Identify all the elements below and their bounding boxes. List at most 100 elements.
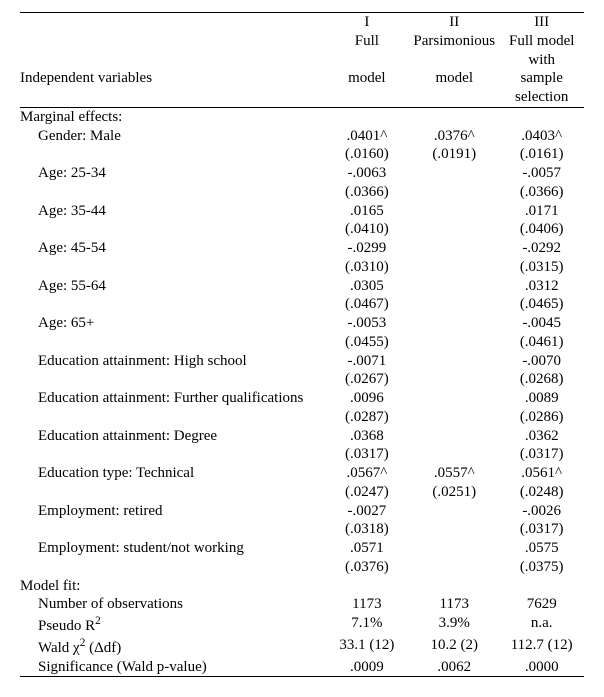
cell-est-b: [409, 502, 499, 521]
cell-est-a: .0401^: [325, 127, 410, 146]
cell-est-c: -.0292: [499, 239, 584, 258]
cell-est-c: .0561^: [499, 464, 584, 483]
cell-est-b: [409, 314, 499, 333]
cell-se-b: [409, 295, 499, 314]
table-row: Employment: student/not working .0571 .057…: [20, 539, 584, 558]
row-label: Age: 35-44: [20, 202, 106, 221]
fit-b: 1173: [409, 595, 499, 614]
table-row: Age: 65+ -.0053 -.0045: [20, 314, 584, 333]
cell-se-c: (.0375): [499, 558, 584, 577]
row-label: Gender: Male: [20, 127, 121, 146]
row-label: Employment: student/not working: [20, 539, 244, 558]
cell-se-a: (.0318): [325, 520, 410, 539]
cell-se-c: (.0366): [499, 183, 584, 202]
cell-se-a: (.0467): [325, 295, 410, 314]
cell-se-a: (.0455): [325, 333, 410, 352]
cell-se-c: (.0315): [499, 258, 584, 277]
fit-c: 112.7 (12): [499, 636, 584, 658]
fit-row: Significance (Wald p-value).0009.0062.00…: [20, 658, 584, 677]
col-title-3a: Full model with: [499, 32, 584, 70]
cell-est-c: .0403^: [499, 127, 584, 146]
cell-est-a: -.0053: [325, 314, 410, 333]
col-num-2: II: [409, 13, 499, 32]
row-label: Age: 65+: [20, 314, 94, 333]
cell-est-b: [409, 427, 499, 446]
table-row-se: (.0376) (.0375): [20, 558, 584, 577]
cell-est-a: .0368: [325, 427, 410, 446]
cell-est-c: .0171: [499, 202, 584, 221]
cell-est-a: .0571: [325, 539, 410, 558]
fit-c: 7629: [499, 595, 584, 614]
cell-se-a: (.0287): [325, 408, 410, 427]
cell-se-b: [409, 333, 499, 352]
regression-table: I II III Full Parsimonious Full model wi…: [20, 12, 584, 677]
fit-row: Pseudo R27.1%3.9%n.a.: [20, 614, 584, 636]
cell-se-c: (.0317): [499, 445, 584, 464]
table-row: Age: 45-54 -.0299 -.0292: [20, 239, 584, 258]
col-title-2a: Parsimonious: [409, 32, 499, 70]
cell-se-c: (.0248): [499, 483, 584, 502]
row-label: Age: 55-64: [20, 277, 106, 296]
cell-est-c: -.0045: [499, 314, 584, 333]
fit-label: Number of observations: [20, 595, 183, 614]
fit-label: Pseudo R2: [20, 614, 101, 636]
table-row: Gender: Male.0401^.0376^.0403^: [20, 127, 584, 146]
table-row-se: (.0267)(.0268): [20, 370, 584, 389]
row-label: Age: 45-54: [20, 239, 106, 258]
cell-se-c: (.0406): [499, 220, 584, 239]
fit-row: Number of observations117311737629: [20, 595, 584, 614]
col-title-3b: sample selection: [499, 69, 584, 107]
table-row: Age: 35-44 .0165 .0171: [20, 202, 584, 221]
cell-est-b: [409, 539, 499, 558]
table-row-se: (.0455)(.0461): [20, 333, 584, 352]
cell-est-b: [409, 352, 499, 371]
cell-se-b: [409, 445, 499, 464]
cell-est-b: [409, 277, 499, 296]
cell-se-c: (.0161): [499, 145, 584, 164]
cell-est-c: .0312: [499, 277, 584, 296]
table-row: Education attainment: High school -.0071 -…: [20, 352, 584, 371]
row-label: Education attainment: Further qualificat…: [20, 389, 303, 408]
fit-c: .0000: [499, 658, 584, 677]
table-row: Age: 55-64.0305.0312: [20, 277, 584, 296]
table-row-se: (.0318) (.0317): [20, 520, 584, 539]
cell-se-a: (.0317): [325, 445, 410, 464]
table-row-se: (.0160)(.0191)(.0161): [20, 145, 584, 164]
cell-est-c: -.0070: [499, 352, 584, 371]
row-label: Employment: retired: [20, 502, 163, 521]
col-num-3: III: [499, 13, 584, 32]
fit-c: n.a.: [499, 614, 584, 636]
cell-se-b: [409, 520, 499, 539]
cell-est-a: -.0299: [325, 239, 410, 258]
table-row: Employment: retired-.0027-.0026: [20, 502, 584, 521]
cell-est-a: .0165: [325, 202, 410, 221]
fit-b: 3.9%: [409, 614, 499, 636]
fit-label: Wald χ2 (Δdf): [20, 636, 121, 658]
cell-se-b: [409, 220, 499, 239]
cell-est-c: .0575: [499, 539, 584, 558]
cell-se-a: (.0267): [325, 370, 410, 389]
cell-se-b: (.0191): [409, 145, 499, 164]
table-row-se: (.0287)(.0286): [20, 408, 584, 427]
cell-se-c: (.0465): [499, 295, 584, 314]
cell-se-b: [409, 370, 499, 389]
table-row: Education attainment: Degree.0368.0362: [20, 427, 584, 446]
table-row-se: (.0317) (.0317): [20, 445, 584, 464]
fit-a: 1173: [325, 595, 410, 614]
row-label: Education attainment: High school: [20, 352, 247, 371]
cell-se-a: (.0247): [325, 483, 410, 502]
fit-b: 10.2 (2): [409, 636, 499, 658]
table-row: Education attainment: Further qualificat…: [20, 389, 584, 408]
table-row-se: (.0410)(.0406): [20, 220, 584, 239]
row-label: Education type: Technical: [20, 464, 194, 483]
row-label: Age: 25-34: [20, 164, 106, 183]
cell-est-b: .0557^: [409, 464, 499, 483]
cell-est-b: [409, 389, 499, 408]
cell-se-c: (.0317): [499, 520, 584, 539]
cell-est-a: -.0071: [325, 352, 410, 371]
cell-se-a: (.0376): [325, 558, 410, 577]
col-title-1b: model: [325, 69, 410, 107]
cell-est-b: [409, 239, 499, 258]
fit-a: 33.1 (12): [325, 636, 410, 658]
section-marginal-effects: Marginal effects:: [20, 107, 584, 126]
